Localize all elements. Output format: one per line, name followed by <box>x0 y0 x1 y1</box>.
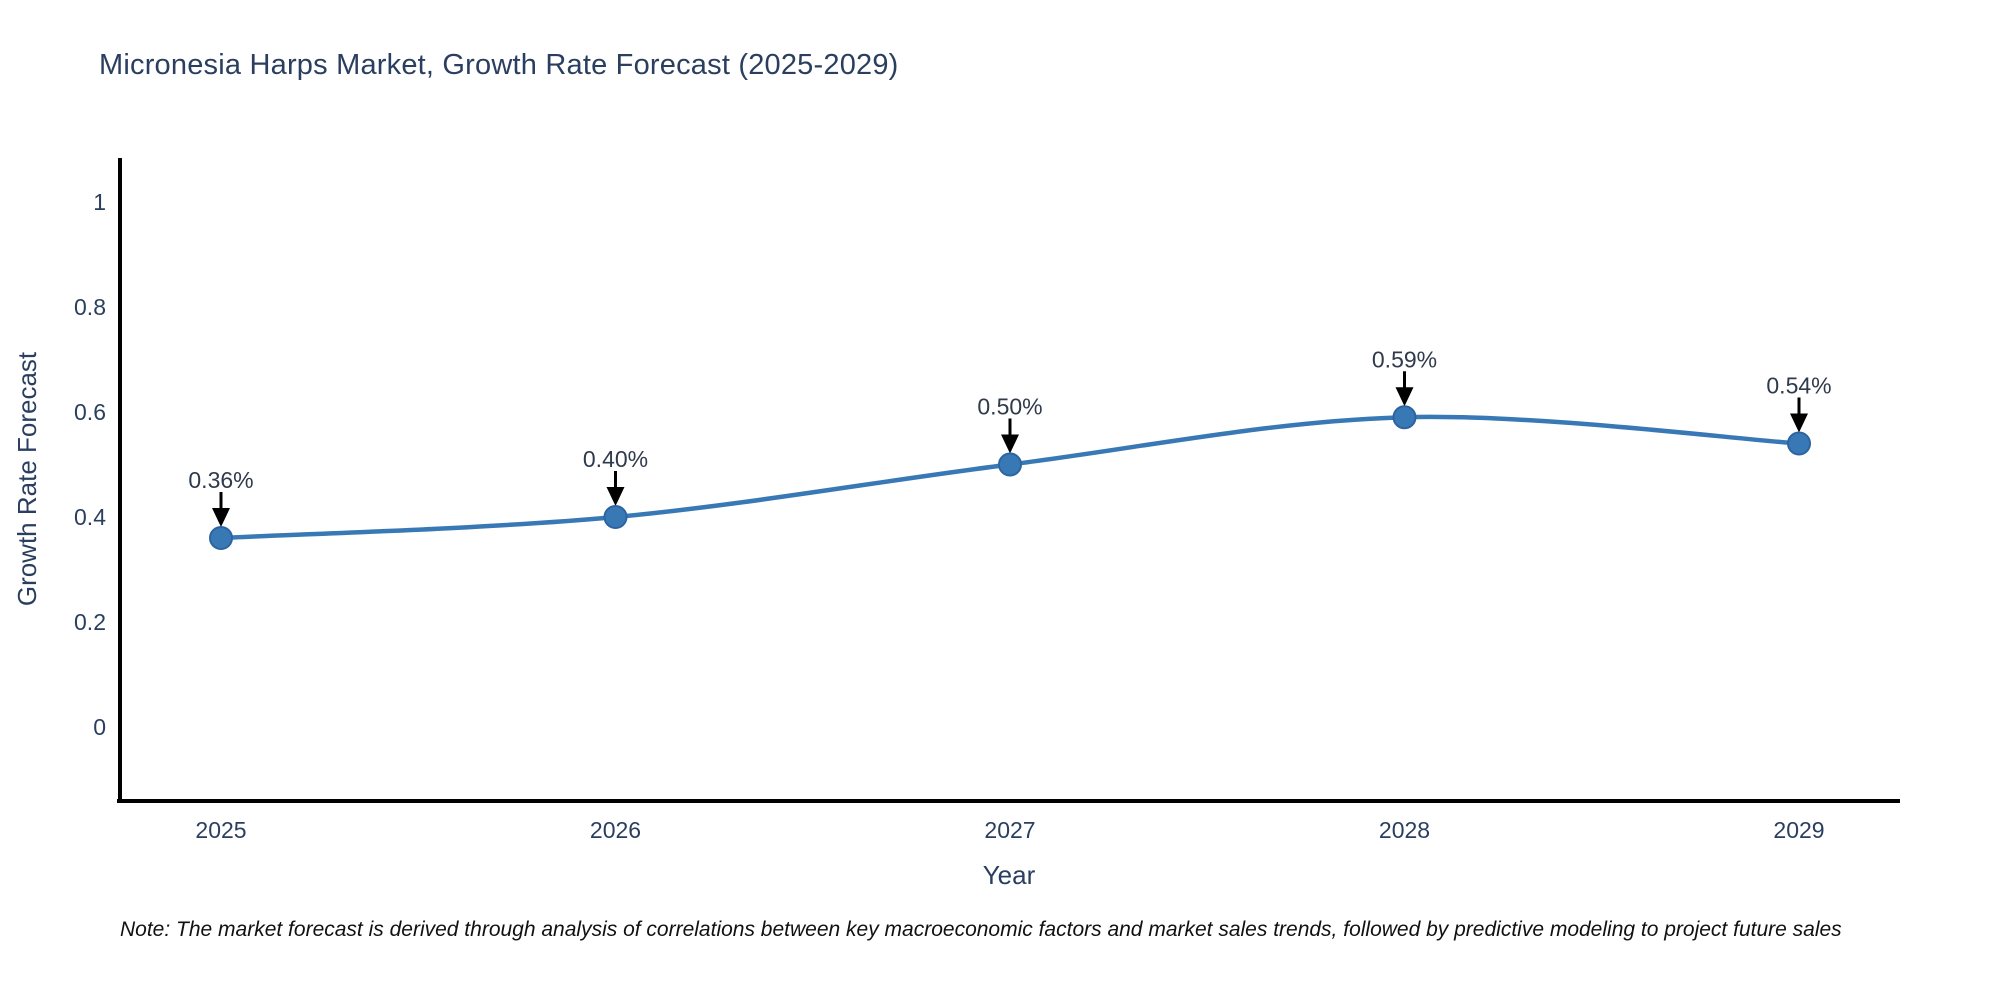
point-annotation: 0.40% <box>583 446 648 472</box>
x-tick-label: 2029 <box>1773 817 1824 843</box>
x-tick-label: 2027 <box>984 817 1035 843</box>
point-annotation: 0.59% <box>1372 346 1437 372</box>
y-tick-label: 1 <box>93 189 106 215</box>
data-point-marker[interactable] <box>998 452 1022 477</box>
annotation-arrowhead <box>1395 387 1414 407</box>
y-tick-label: 0.4 <box>74 504 106 530</box>
point-annotation: 0.36% <box>188 467 253 493</box>
annotation-arrowhead <box>212 508 230 527</box>
footnote: Note: The market forecast is derived thr… <box>120 918 1842 941</box>
y-tick-label: 0.6 <box>74 399 106 425</box>
data-point-marker[interactable] <box>1392 405 1417 430</box>
x-axis-title: Year <box>982 860 1036 890</box>
data-point-marker[interactable] <box>603 505 628 529</box>
y-axis-title: Growth Rate Forecast <box>12 351 42 607</box>
annotation-arrowhead <box>606 487 625 506</box>
point-annotation: 0.50% <box>977 394 1042 420</box>
point-annotation: 0.54% <box>1766 373 1831 399</box>
data-point-marker[interactable] <box>209 526 233 550</box>
annotation-arrowhead <box>1001 434 1019 454</box>
x-tick-label: 2028 <box>1379 817 1430 843</box>
y-tick-label: 0.2 <box>74 609 106 635</box>
data-point-marker[interactable] <box>1787 431 1811 456</box>
annotation-arrowhead <box>1790 413 1808 433</box>
chart-title: Micronesia Harps Market, Growth Rate For… <box>99 49 899 81</box>
y-tick-label: 0 <box>93 714 106 740</box>
y-tick-label: 0.8 <box>74 294 106 320</box>
x-tick-label: 2026 <box>590 817 641 843</box>
x-tick-label: 2025 <box>195 817 246 843</box>
